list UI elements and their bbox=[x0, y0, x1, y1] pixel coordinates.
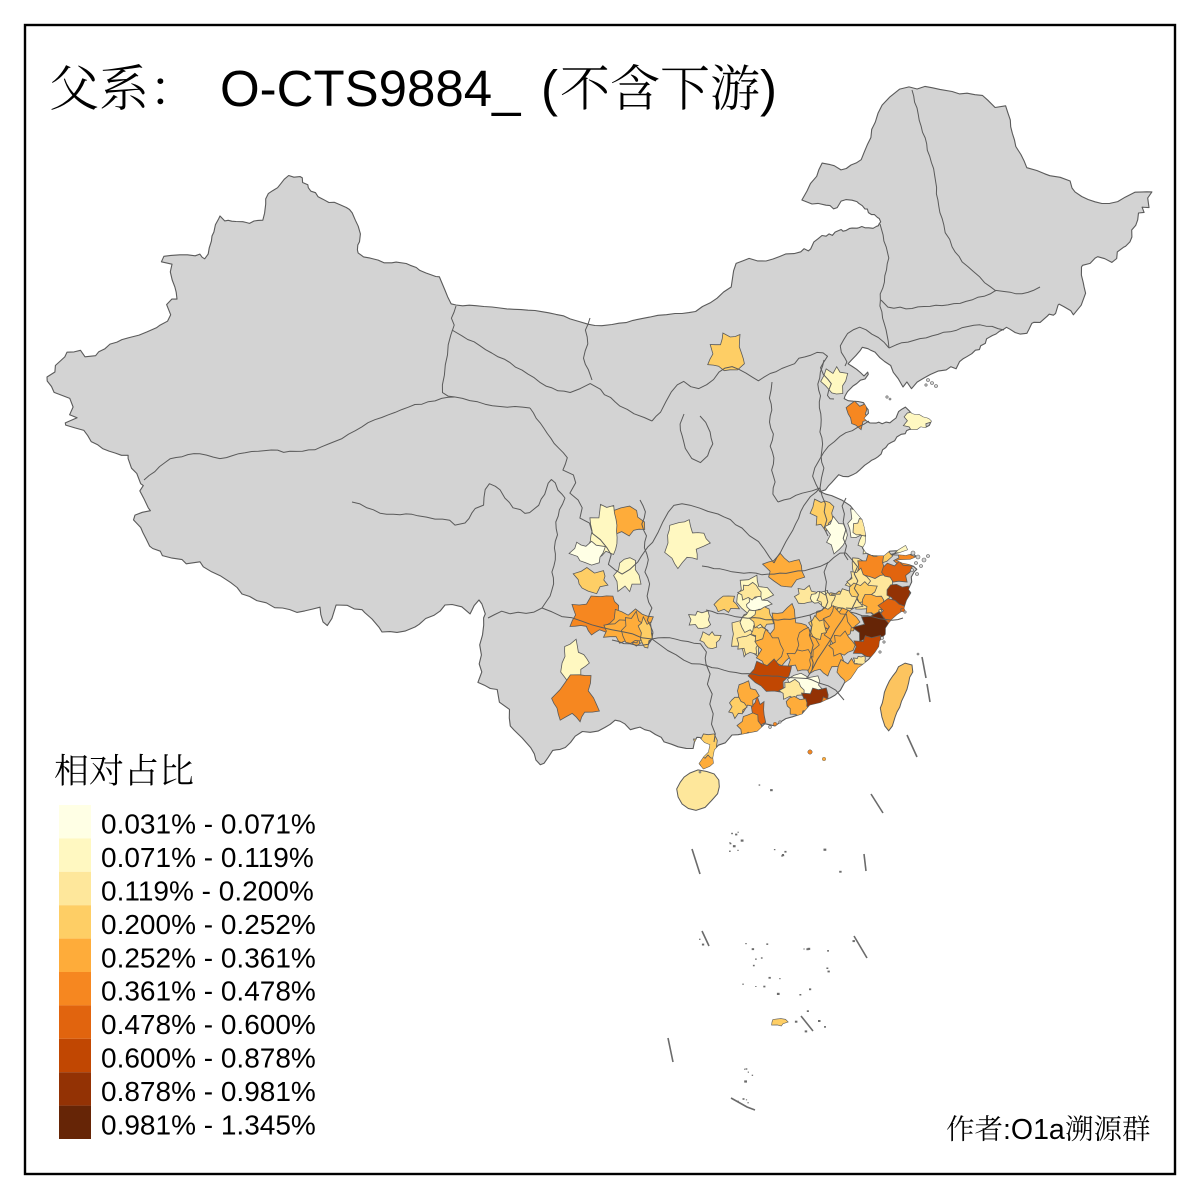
svg-text:0.361% - 0.478%: 0.361% - 0.478% bbox=[101, 976, 316, 1007]
svg-text:(: ( bbox=[541, 60, 558, 117]
svg-text:0.031% - 0.071%: 0.031% - 0.071% bbox=[101, 809, 316, 840]
svg-text:0.071% - 0.119%: 0.071% - 0.119% bbox=[101, 842, 314, 873]
svg-text:0.878% - 0.981%: 0.878% - 0.981% bbox=[101, 1076, 316, 1107]
svg-text:): ) bbox=[760, 60, 777, 117]
svg-text::O1a: :O1a bbox=[1003, 1114, 1065, 1146]
svg-text:0.119% - 0.200%: 0.119% - 0.200% bbox=[101, 876, 314, 907]
svg-text:0.478% - 0.600%: 0.478% - 0.600% bbox=[101, 1009, 316, 1040]
svg-text:0.200% - 0.252%: 0.200% - 0.252% bbox=[101, 909, 316, 940]
svg-text:0.600% - 0.878%: 0.600% - 0.878% bbox=[101, 1043, 316, 1074]
svg-text:0.981% - 1.345%: 0.981% - 1.345% bbox=[101, 1109, 316, 1140]
svg-text:0.252% - 0.361%: 0.252% - 0.361% bbox=[101, 942, 316, 973]
svg-text:O-CTS9884_: O-CTS9884_ bbox=[220, 60, 521, 117]
